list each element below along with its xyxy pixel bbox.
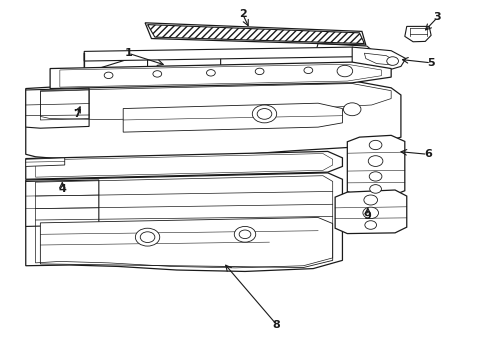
Text: 8: 8 (273, 320, 281, 330)
Polygon shape (147, 24, 365, 44)
Circle shape (304, 67, 313, 73)
Circle shape (387, 57, 398, 65)
Polygon shape (84, 47, 381, 61)
Polygon shape (405, 26, 431, 42)
Text: 9: 9 (364, 211, 372, 221)
Circle shape (370, 185, 381, 193)
Circle shape (239, 230, 251, 239)
Circle shape (104, 72, 113, 78)
Circle shape (257, 109, 272, 119)
Polygon shape (26, 158, 65, 166)
Circle shape (365, 221, 376, 229)
Polygon shape (347, 135, 405, 197)
Circle shape (206, 69, 215, 76)
Circle shape (369, 172, 382, 181)
Circle shape (363, 207, 378, 219)
Text: 3: 3 (434, 13, 441, 22)
Text: 2: 2 (239, 9, 246, 19)
Circle shape (343, 103, 361, 116)
Circle shape (135, 228, 160, 246)
Polygon shape (316, 44, 373, 55)
Polygon shape (50, 62, 391, 89)
Polygon shape (147, 51, 220, 71)
Text: 4: 4 (58, 184, 66, 194)
Polygon shape (26, 88, 89, 128)
Circle shape (337, 65, 353, 77)
Polygon shape (26, 152, 343, 179)
Circle shape (234, 226, 256, 242)
Circle shape (369, 140, 382, 150)
Circle shape (364, 195, 377, 205)
Text: 5: 5 (427, 58, 435, 68)
Polygon shape (84, 53, 147, 73)
Circle shape (153, 71, 162, 77)
Text: 7: 7 (73, 109, 81, 119)
Circle shape (140, 232, 155, 243)
Text: 1: 1 (124, 48, 132, 58)
Polygon shape (26, 81, 401, 161)
Polygon shape (26, 180, 99, 226)
Circle shape (255, 68, 264, 75)
Polygon shape (352, 47, 406, 69)
Polygon shape (123, 103, 343, 132)
Circle shape (368, 156, 383, 166)
Polygon shape (26, 173, 343, 271)
Text: 6: 6 (424, 149, 432, 159)
Polygon shape (335, 190, 407, 234)
Circle shape (252, 105, 277, 123)
Polygon shape (40, 217, 333, 267)
